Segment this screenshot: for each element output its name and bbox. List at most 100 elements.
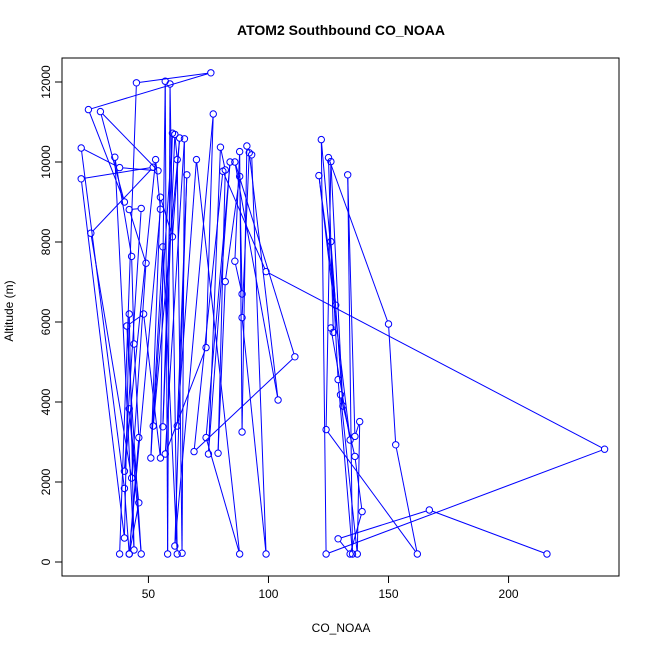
data-point (115, 163, 124, 172)
series-segment (235, 164, 295, 354)
data-point (238, 428, 246, 436)
series-segment (395, 447, 418, 551)
data-point (291, 353, 299, 361)
series-segment (129, 315, 142, 325)
data-point (77, 175, 85, 183)
data-point (351, 432, 359, 441)
data-point (243, 142, 251, 150)
series-segment (339, 541, 349, 552)
series-segment (162, 137, 176, 424)
series-segment (81, 181, 125, 535)
data-point (151, 155, 160, 164)
series-segment (432, 510, 545, 554)
data-point (317, 135, 325, 144)
series-segment (340, 397, 355, 454)
data-point (190, 447, 198, 456)
data-point (238, 290, 246, 298)
data-point (168, 233, 177, 241)
series-segment (268, 272, 602, 449)
data-point (413, 550, 422, 558)
data-point (171, 130, 179, 139)
series-segment (129, 212, 161, 551)
series-segment (193, 174, 224, 449)
series-segment (165, 350, 206, 452)
series-segment (155, 162, 161, 207)
series-segment (164, 141, 185, 451)
plot-frame (61, 57, 620, 577)
data-point (111, 153, 119, 161)
series-segment (102, 113, 157, 169)
series-segment (126, 329, 142, 551)
series-segment (83, 149, 117, 167)
data-point (125, 550, 133, 558)
data-point (175, 134, 184, 142)
data-point (173, 155, 181, 164)
series-segment (208, 150, 221, 451)
data-point (351, 452, 359, 461)
series-segment (150, 249, 164, 455)
data-point (120, 534, 129, 542)
data-point (346, 550, 354, 558)
x-axis: 50 100 150 200 (142, 576, 519, 601)
series-segment (341, 510, 427, 539)
y-tick-label: 4000 (39, 388, 53, 415)
series-segment (354, 459, 363, 509)
data-point (339, 402, 347, 410)
data-point (247, 151, 256, 159)
data-point (219, 167, 227, 175)
data-point (147, 454, 155, 462)
y-tick-label: 2000 (39, 468, 53, 495)
series-segment (114, 160, 135, 547)
data-point (173, 422, 181, 430)
series-segment (205, 165, 231, 435)
series-points (77, 69, 609, 558)
series-segment (81, 151, 125, 486)
data-point (161, 450, 169, 458)
series-lines (81, 72, 602, 554)
series-segment (143, 317, 161, 455)
series-segment (239, 154, 243, 429)
data-point (356, 417, 364, 426)
data-point (262, 550, 270, 558)
series-segment (355, 424, 360, 434)
series-segment (337, 382, 353, 551)
data-point (204, 450, 213, 458)
data-point (159, 423, 167, 431)
data-point (209, 110, 217, 118)
series-segment (84, 167, 151, 179)
data-point (139, 310, 148, 318)
x-tick-label: 150 (379, 587, 399, 601)
data-point (156, 454, 165, 462)
data-point (130, 340, 138, 348)
data-point (120, 467, 129, 475)
series-segment (167, 87, 171, 551)
data-point (334, 375, 342, 384)
y-tick-label: 0 (39, 558, 53, 565)
data-point (245, 149, 253, 157)
y-axis: 0 2000 4000 6000 8000 10000 12000 (39, 65, 62, 565)
series-segment (217, 173, 226, 451)
data-point (123, 322, 131, 330)
data-point (274, 396, 282, 404)
x-tick-label: 50 (142, 587, 156, 601)
data-point (235, 172, 244, 181)
data-point (173, 550, 181, 558)
data-point (334, 535, 342, 543)
data-point (327, 157, 335, 166)
data-point (125, 405, 133, 413)
data-point (262, 267, 270, 276)
data-point (149, 163, 157, 171)
data-point (329, 328, 337, 337)
series-segment (249, 155, 279, 397)
series-segment (241, 149, 248, 429)
data-point (226, 158, 234, 166)
series-segment (162, 249, 178, 551)
y-tick-label: 8000 (39, 228, 53, 255)
data-point (202, 433, 210, 442)
series-segment (114, 160, 132, 254)
series-segment (234, 165, 278, 397)
series-segment (124, 211, 142, 469)
data-point (425, 506, 434, 514)
series-segment (327, 431, 416, 552)
series-segment (89, 112, 124, 200)
